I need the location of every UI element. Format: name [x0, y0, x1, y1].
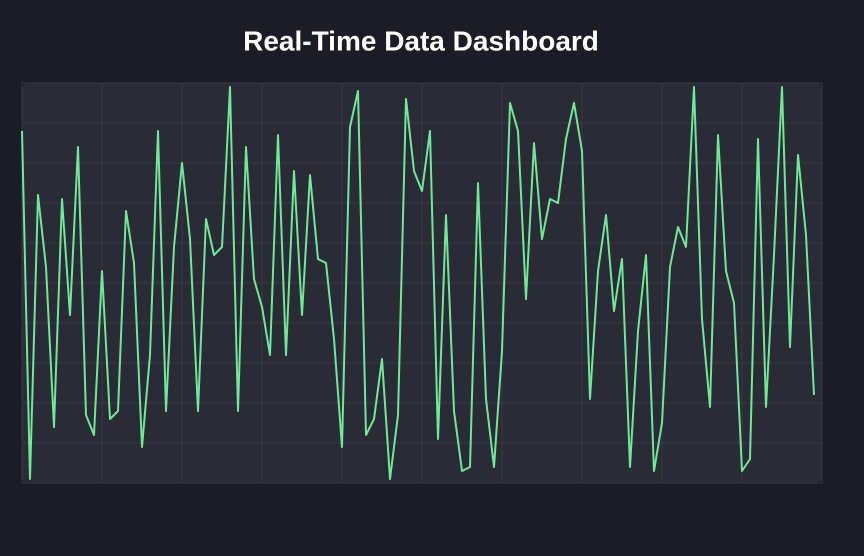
chart-title: Real-Time Data Dashboard	[243, 25, 599, 56]
data-line	[21, 86, 815, 480]
